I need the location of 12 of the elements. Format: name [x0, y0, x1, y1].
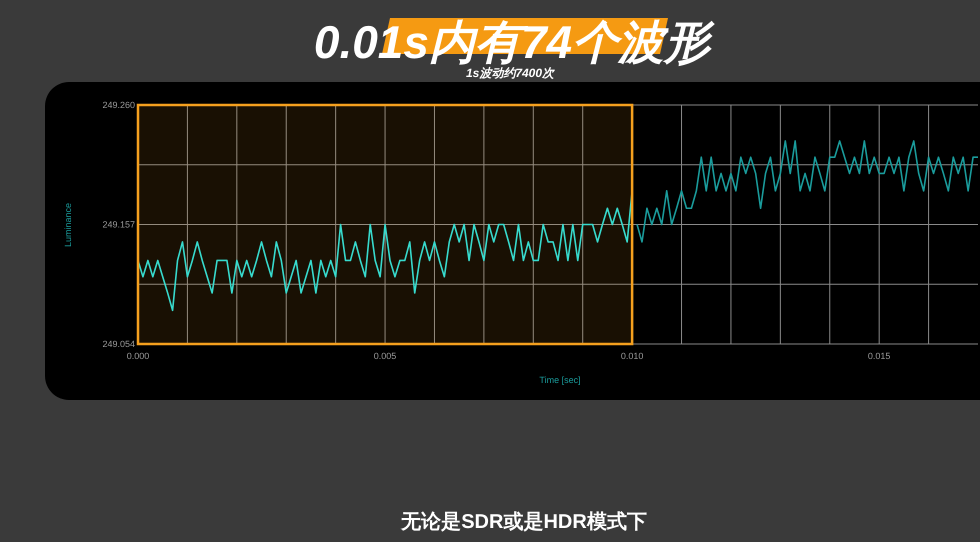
- x-axis-title: Time [sec]: [539, 375, 581, 385]
- y-axis-title: Luminance: [63, 202, 73, 248]
- chart-subtitle: 1s波动约7400次: [466, 66, 556, 80]
- y-tick-label: 249.260: [102, 100, 135, 110]
- x-tick-label: 0.005: [374, 351, 396, 361]
- y-tick-label: 249.054: [102, 339, 135, 349]
- text: 无论是SDR或是HDR模式下: [400, 511, 647, 533]
- line-series: [636, 140, 978, 243]
- x-tick-label: 0.015: [868, 351, 890, 361]
- y-tick-label: 249.157: [102, 220, 135, 230]
- x-tick-label: 0.010: [620, 351, 644, 361]
- x-tick-label: 0.000: [126, 351, 150, 361]
